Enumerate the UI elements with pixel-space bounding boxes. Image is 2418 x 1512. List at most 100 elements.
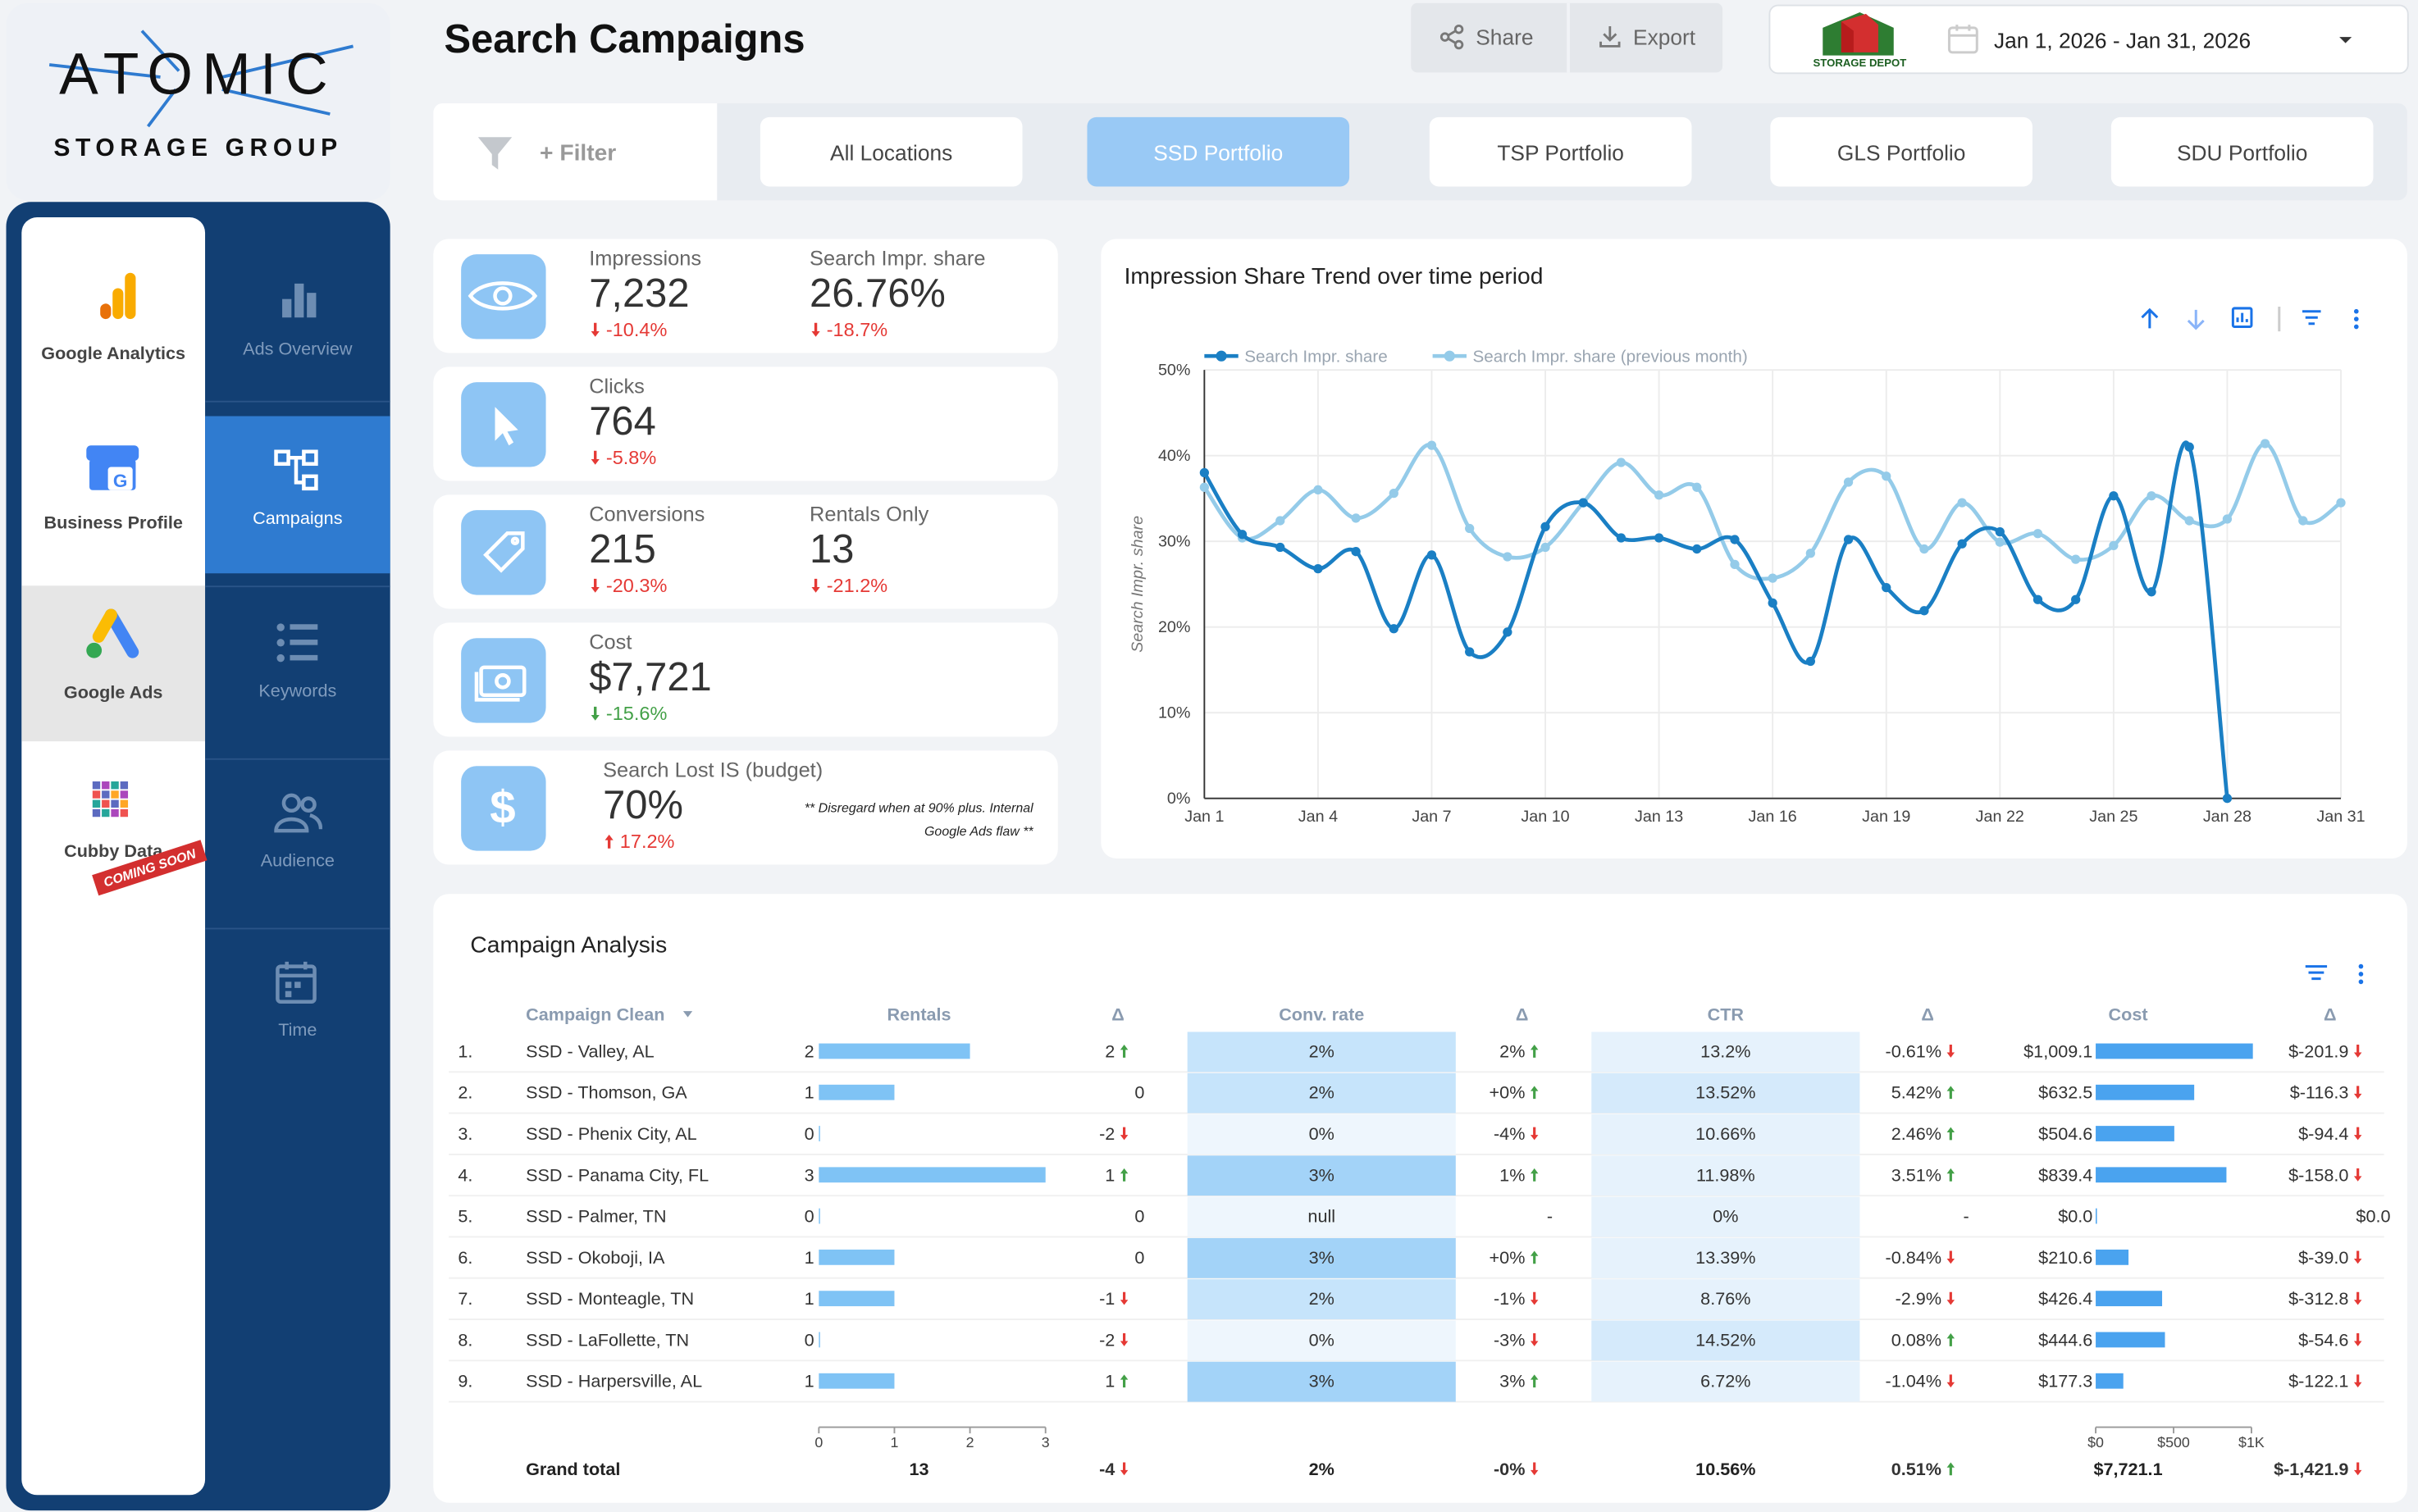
- campaign-name[interactable]: SSD - Thomson, GA: [526, 1082, 687, 1103]
- data-point: [1503, 552, 1512, 562]
- dropdown-caret: [2339, 37, 2352, 43]
- app-item[interactable]: Google Ads: [21, 608, 205, 731]
- delta-arrow: [2353, 1374, 2362, 1388]
- ctr-cell: [1591, 1155, 1860, 1196]
- ctr: 13.2%: [1700, 1041, 1750, 1061]
- date-picker[interactable]: STORAGE DEPOT Jan 1, 2026 - Jan 31, 2026: [1768, 4, 2409, 75]
- conv-rate-cell: [1187, 1279, 1456, 1320]
- kpi-card: Clicks 764 -5.8%: [433, 367, 1058, 481]
- data-point: [1465, 523, 1475, 534]
- grand-total-value: 2%: [1309, 1459, 1334, 1479]
- icon-path: [2236, 312, 2248, 322]
- tick-label: 3: [1042, 1434, 1050, 1451]
- icon-path: [2339, 37, 2352, 43]
- chart-toolbar[interactable]: [2141, 307, 2359, 332]
- icon-rect: [276, 964, 317, 1004]
- rentals-value: 1: [805, 1082, 814, 1103]
- ctr-cell: [1591, 1361, 1860, 1402]
- column-header[interactable]: Campaign Clean: [526, 1004, 664, 1024]
- filter-tab[interactable]: SDU Portfolio: [2110, 116, 2374, 187]
- tick-label: 0: [814, 1434, 823, 1451]
- icon-path: [288, 456, 304, 485]
- legend-item[interactable]: Search Impr. share: [1204, 348, 1388, 367]
- icon-rect: [92, 790, 101, 799]
- filter-tab[interactable]: GLS Portfolio: [1770, 116, 2032, 187]
- nav-item[interactable]: Time: [205, 959, 390, 1082]
- filter-tab[interactable]: All Locations: [760, 116, 1023, 187]
- delta-arrow: [1530, 1045, 1539, 1058]
- arrow: [591, 450, 600, 465]
- delta-value: -3%: [1494, 1329, 1525, 1350]
- trend-chart: Impression Share Trend over time period S…: [1125, 262, 2366, 826]
- filter-tab[interactable]: SSD Portfolio: [1087, 116, 1350, 187]
- delta-arrow: [1120, 1291, 1129, 1305]
- data-point: [2336, 498, 2346, 508]
- filter-control[interactable]: + Filter: [433, 102, 718, 201]
- icon-g: [1947, 25, 1978, 54]
- export-button[interactable]: Export: [1596, 23, 1695, 51]
- nav-item[interactable]: Audience: [205, 789, 390, 930]
- delta-arrow: [1530, 1333, 1539, 1346]
- legend-item[interactable]: Search Impr. share (previous month): [1432, 348, 1748, 367]
- campaign-name[interactable]: SSD - Palmer, TN: [526, 1206, 666, 1227]
- app-label: Cubby Data: [64, 843, 163, 862]
- grand-total-label: Grand total: [526, 1459, 620, 1479]
- filter-tab[interactable]: TSP Portfolio: [1429, 116, 1692, 187]
- x-tick-label: Jan 13: [1635, 808, 1683, 826]
- icon-g: [1439, 24, 1464, 50]
- kpi-change-value: -15.6%: [605, 703, 668, 725]
- kpi-change: -20.3%: [589, 575, 667, 596]
- x-tick-label: Jan 16: [1749, 808, 1797, 826]
- export-label: Export: [1633, 25, 1696, 50]
- nav-item[interactable]: Keywords: [205, 620, 390, 760]
- delta-arrow: [1530, 1250, 1539, 1264]
- x-tick-label: Jan 19: [1862, 808, 1910, 826]
- share-button[interactable]: Share: [1439, 23, 1533, 51]
- logo-flare: [48, 30, 354, 128]
- delta-value: -2.9%: [1896, 1288, 1941, 1309]
- row-rank: 8.: [458, 1329, 472, 1350]
- campaign-name[interactable]: SSD - Harpersville, AL: [526, 1371, 702, 1391]
- icon-path: [2141, 307, 2159, 329]
- tick-label: $1K: [2238, 1434, 2265, 1451]
- campaign-name[interactable]: SSD - Valley, AL: [526, 1041, 655, 1061]
- app-item[interactable]: G Business Profile: [21, 439, 205, 562]
- icon-rect: [107, 467, 133, 490]
- campaign-name[interactable]: SSD - LaFollette, TN: [526, 1329, 689, 1350]
- arrow: [591, 706, 600, 721]
- kpi-change-value: -21.2%: [826, 575, 888, 597]
- icon-rect: [290, 654, 318, 661]
- nav-item[interactable]: Ads Overview: [205, 277, 390, 403]
- campaign-name[interactable]: SSD - Okoboji, IA: [526, 1247, 665, 1268]
- delta-value: -2: [1099, 1123, 1115, 1144]
- column-header: Δ: [1111, 1004, 1125, 1024]
- cost-bar: [2096, 1332, 2165, 1348]
- app-item[interactable]: Google Analytics: [21, 270, 205, 393]
- delta-arrow: [1946, 1250, 1955, 1264]
- campaign-name[interactable]: SSD - Monteagle, TN: [526, 1288, 694, 1309]
- change-arrow: [604, 834, 614, 849]
- x-tick-label: Jan 10: [1521, 808, 1569, 826]
- icon-g: [48, 30, 354, 128]
- ctr: 13.52%: [1695, 1082, 1755, 1103]
- conv-rate: 3%: [1309, 1247, 1334, 1268]
- y-tick-label: 10%: [1158, 704, 1190, 722]
- delta-arrow: [2353, 1333, 2362, 1346]
- campaign-name[interactable]: SSD - Panama City, FL: [526, 1164, 709, 1185]
- table-toolbar[interactable]: [2305, 963, 2364, 985]
- icon-rect: [102, 790, 110, 799]
- ctr: 0%: [1713, 1206, 1738, 1227]
- delta-arrow: [1120, 1045, 1129, 1058]
- icon-rect: [125, 272, 136, 320]
- campaign-name[interactable]: SSD - Phenix City, AL: [526, 1123, 697, 1144]
- data-point: [1389, 488, 1398, 499]
- tick-label: 2: [966, 1434, 974, 1451]
- app-item[interactable]: Cubby Data: [21, 778, 205, 901]
- icon-rect: [274, 449, 290, 467]
- data-point: [1426, 440, 1437, 450]
- data-point: [1389, 624, 1398, 634]
- nav-item[interactable]: Campaigns: [205, 447, 390, 588]
- page-title: Search Campaigns: [444, 15, 805, 62]
- action-bar: Share Export: [1411, 2, 1723, 73]
- data-point: [2147, 491, 2156, 501]
